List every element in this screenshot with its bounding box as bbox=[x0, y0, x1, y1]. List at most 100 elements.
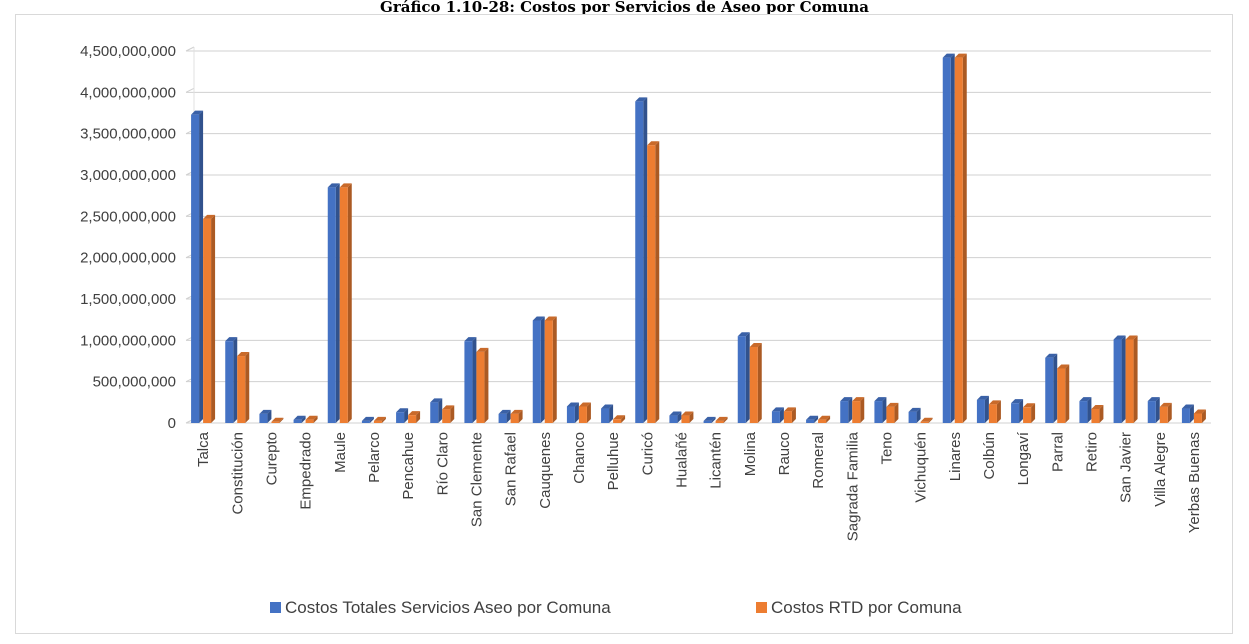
bar-rtd bbox=[681, 411, 694, 423]
bar-side bbox=[757, 342, 762, 423]
bar-front bbox=[771, 411, 780, 423]
bar-top bbox=[361, 416, 374, 421]
y-axis-labels: 0 500,000,000 1,000,000,000 1,500,000,000 2,… bbox=[80, 43, 176, 432]
bar-top bbox=[1011, 399, 1024, 404]
bar-aseo bbox=[635, 97, 648, 423]
bar-top bbox=[976, 395, 989, 400]
bar-rtd bbox=[1125, 335, 1138, 423]
bar-side bbox=[689, 411, 694, 423]
x-tick-label: Retiro bbox=[1083, 432, 1100, 472]
y-tick-label: 2,500,000,000 bbox=[80, 208, 176, 225]
x-tick-label: Pelarco bbox=[366, 432, 383, 483]
bar-aseo bbox=[908, 407, 921, 423]
x-axis-labels: Talca Constitución Curepto Empedrado Maule Pe… bbox=[195, 431, 1203, 541]
bar-side bbox=[723, 416, 728, 423]
bar-side bbox=[928, 417, 933, 423]
bar-front bbox=[715, 420, 724, 423]
x-tick-label: Pelluhue bbox=[605, 432, 622, 490]
bar-top bbox=[532, 316, 545, 321]
bar-top bbox=[703, 416, 716, 421]
bar-top bbox=[327, 183, 340, 188]
x-tick-label: Río Claro bbox=[434, 432, 451, 495]
bar-front bbox=[464, 341, 473, 423]
y-tick-label: 2,000,000,000 bbox=[80, 250, 176, 267]
x-tick-label: Sagrada Familia bbox=[844, 431, 861, 541]
bar-top bbox=[476, 347, 489, 352]
bar-side bbox=[711, 416, 716, 423]
bar-side bbox=[779, 407, 784, 423]
bar-side bbox=[860, 397, 865, 423]
bar-side bbox=[506, 409, 511, 423]
bar-front bbox=[476, 351, 485, 423]
bar-side bbox=[677, 411, 682, 423]
bar-front bbox=[271, 421, 280, 423]
bar-rtd bbox=[578, 402, 591, 423]
bar-top bbox=[669, 411, 682, 416]
bar-side bbox=[404, 408, 409, 423]
bar-top bbox=[271, 417, 284, 422]
x-tick-label: Parral bbox=[1049, 432, 1066, 472]
bar-front bbox=[874, 401, 883, 423]
chart-frame bbox=[15, 14, 1233, 634]
bar-top bbox=[988, 400, 1001, 405]
bar-front bbox=[783, 411, 792, 423]
x-tick-label: Cauquenes bbox=[537, 432, 554, 509]
bar-side bbox=[1019, 399, 1024, 423]
bar-side bbox=[438, 398, 443, 423]
bar-front bbox=[1011, 403, 1020, 423]
x-tick-label: Teno bbox=[878, 432, 895, 465]
bar-front bbox=[510, 413, 519, 423]
bar-top bbox=[544, 316, 557, 321]
bar-front bbox=[613, 419, 622, 423]
bar-top bbox=[942, 53, 955, 58]
bar-front bbox=[681, 415, 690, 423]
bar-front bbox=[669, 415, 678, 423]
bar-rtd bbox=[237, 352, 250, 423]
bar-side bbox=[882, 397, 887, 423]
x-tick-label: San Clemente bbox=[468, 432, 485, 527]
bar-front bbox=[954, 57, 963, 423]
bar-front bbox=[373, 420, 382, 423]
x-tick-label: Yerbas Buenas bbox=[1186, 432, 1203, 533]
bar-front bbox=[852, 401, 861, 423]
bar-front bbox=[1113, 339, 1122, 423]
bar-side bbox=[643, 97, 648, 423]
bar-top bbox=[1125, 335, 1138, 340]
bar-top bbox=[749, 342, 762, 347]
bar-rtd bbox=[373, 416, 386, 423]
bar-side bbox=[211, 214, 216, 423]
bar-top bbox=[408, 411, 421, 416]
bar-side bbox=[245, 352, 250, 423]
legend: Costos Totales Servicios Aseo por Comuna… bbox=[270, 598, 962, 617]
bar-rtd bbox=[852, 397, 865, 423]
bar-rtd bbox=[886, 402, 899, 423]
bar-front bbox=[408, 415, 417, 423]
bar-side bbox=[313, 415, 318, 423]
bar-side bbox=[1155, 397, 1160, 423]
x-tick-label: Empedrado bbox=[298, 432, 315, 510]
bar-front bbox=[327, 187, 336, 423]
bar-front bbox=[601, 408, 610, 423]
bar-top bbox=[1181, 404, 1194, 409]
bar-top bbox=[1159, 402, 1172, 407]
x-tick-label: Linares bbox=[947, 432, 964, 481]
bar-top bbox=[1023, 403, 1036, 408]
y-tick-label: 3,000,000,000 bbox=[80, 167, 176, 184]
bar-front bbox=[635, 101, 644, 423]
gridline-depth bbox=[185, 46, 195, 52]
bar-front bbox=[339, 187, 348, 423]
bar-rtd bbox=[1023, 403, 1036, 423]
bar-top bbox=[464, 337, 477, 342]
bar-side bbox=[574, 402, 579, 423]
bar-aseo bbox=[532, 316, 545, 423]
bar-rtd bbox=[305, 415, 318, 423]
bar-side bbox=[791, 407, 796, 423]
bar-side bbox=[655, 141, 660, 424]
bar-top bbox=[259, 409, 272, 414]
bar-side bbox=[279, 417, 284, 423]
bar-aseo bbox=[737, 332, 750, 423]
bar-rtd bbox=[544, 316, 557, 423]
bar-front bbox=[942, 57, 951, 423]
bar-top bbox=[806, 415, 819, 420]
